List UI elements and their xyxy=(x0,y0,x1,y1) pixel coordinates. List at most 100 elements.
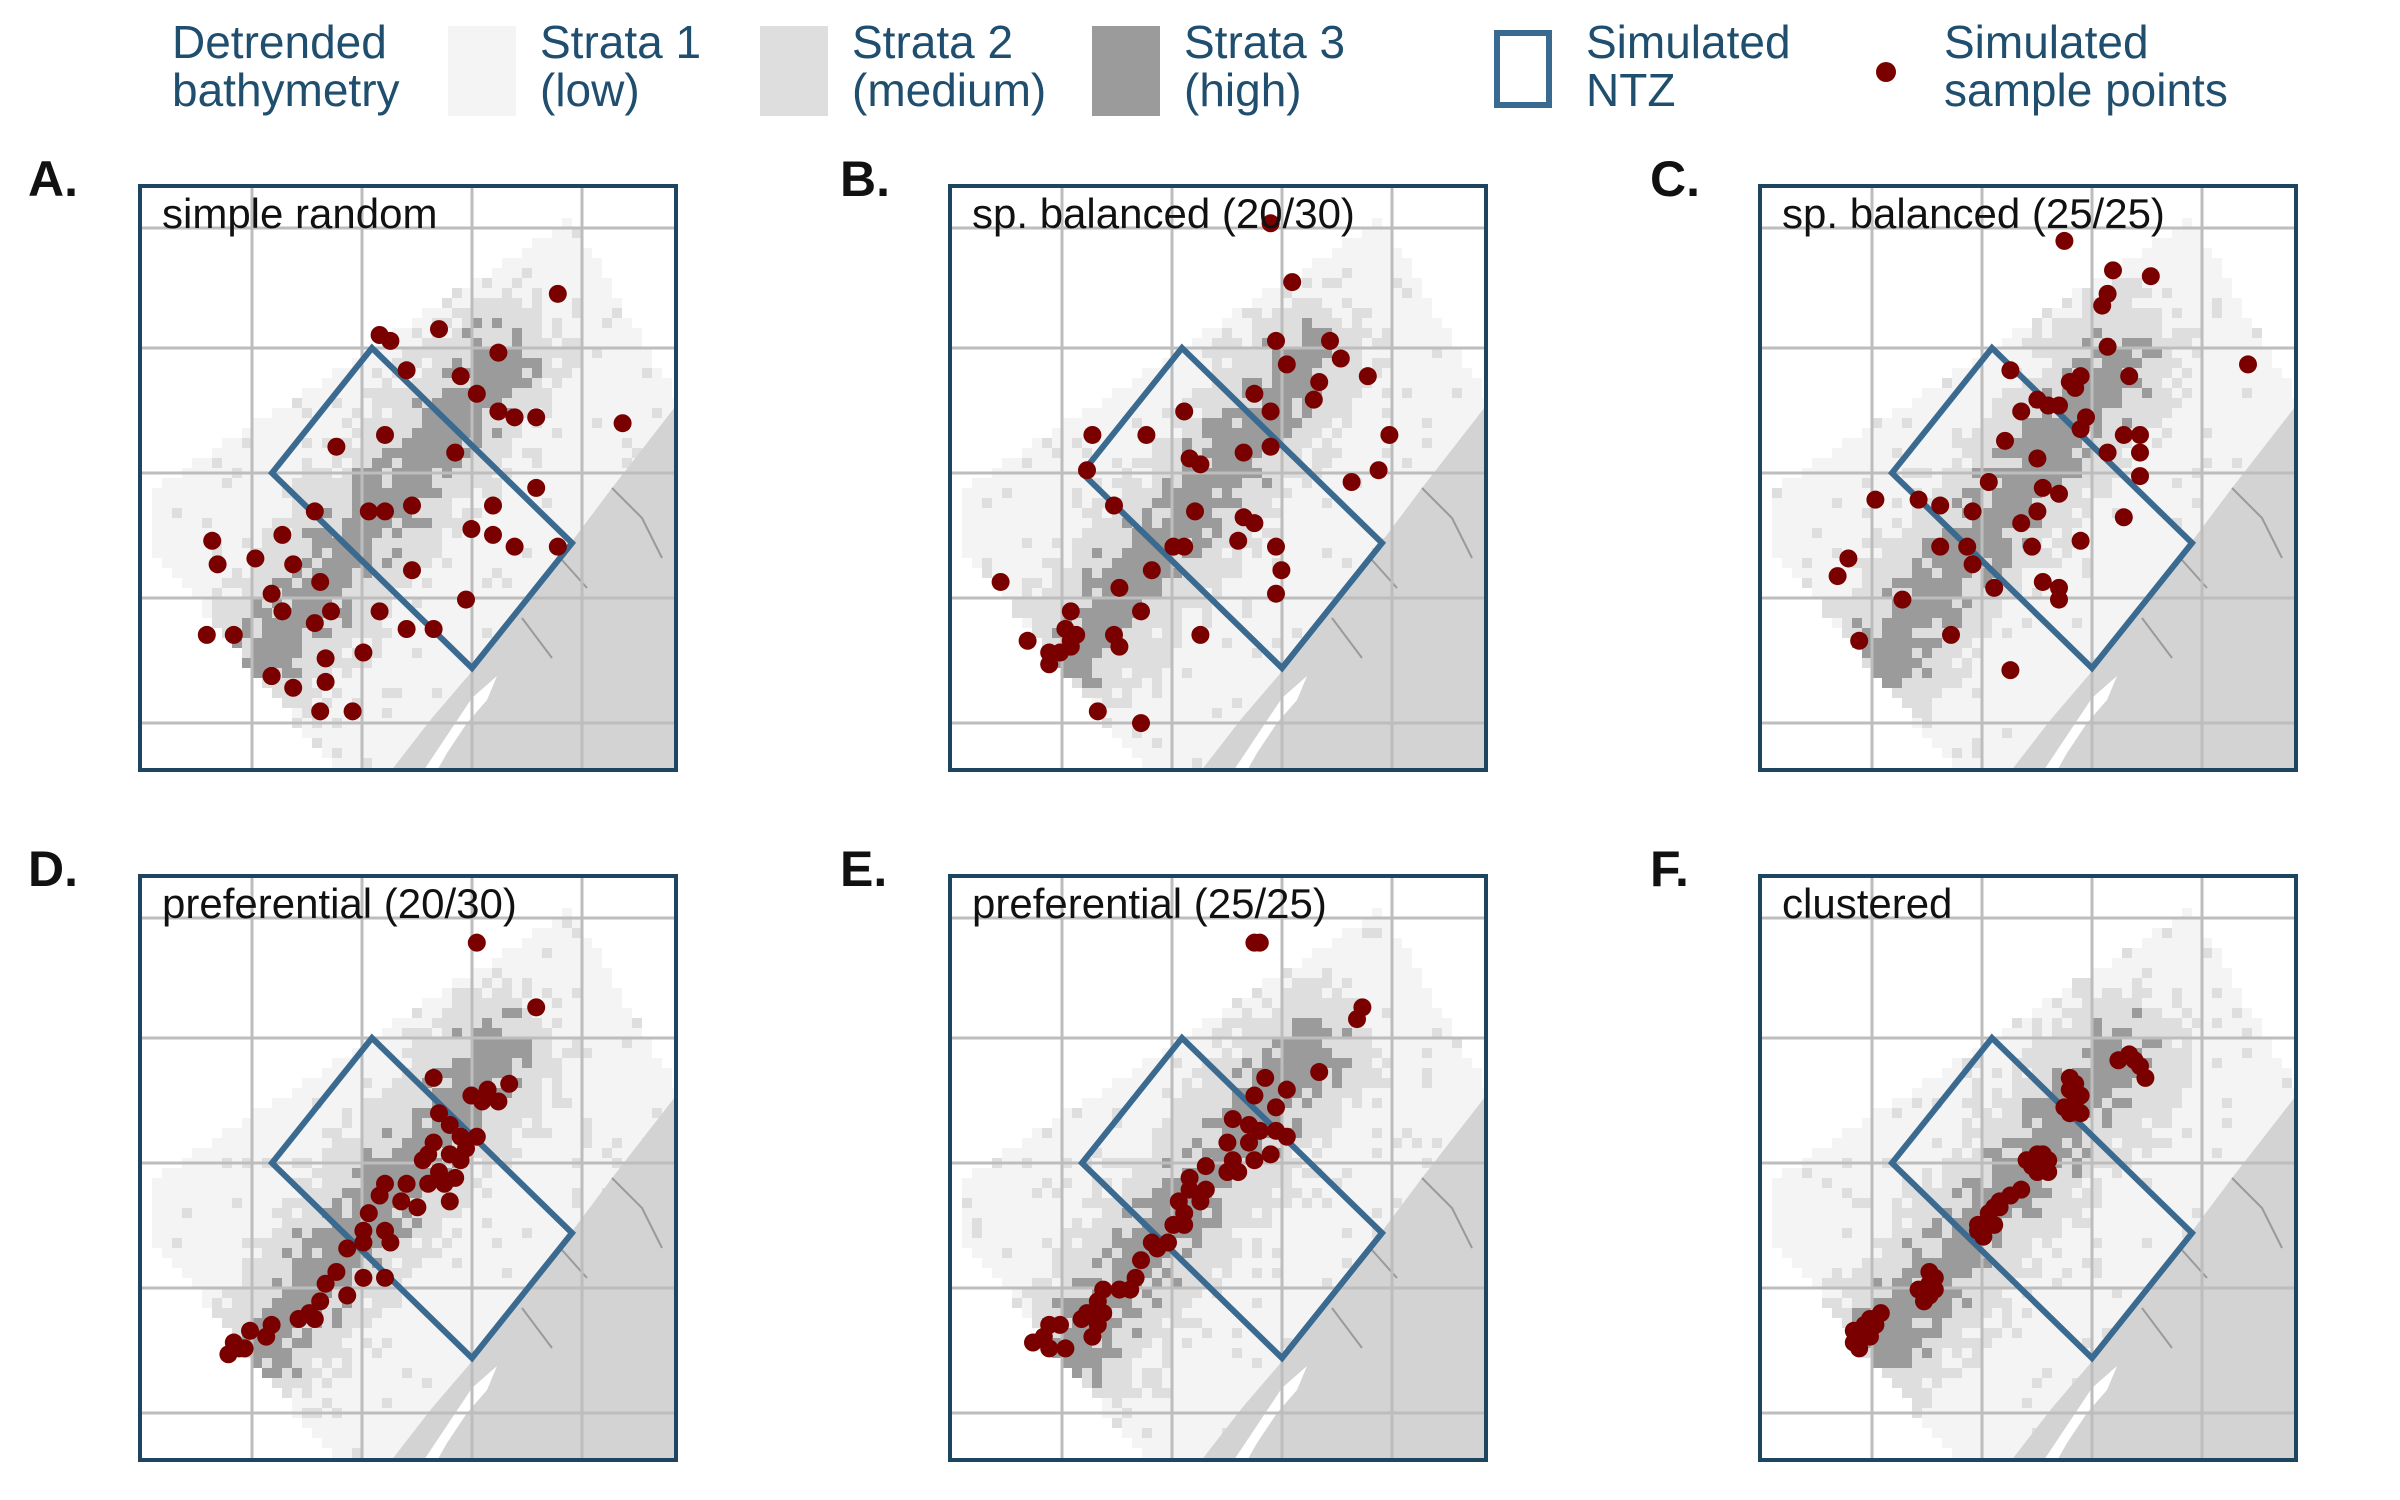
sample-point xyxy=(1996,431,2014,450)
land-mass xyxy=(2013,1098,2294,1458)
sample-point xyxy=(359,502,378,521)
sample-point xyxy=(1985,578,2004,597)
sample-point xyxy=(1985,1215,2004,1234)
sample-point xyxy=(376,1268,394,1287)
sample-point xyxy=(1931,496,1950,515)
sample-point xyxy=(284,555,303,574)
sample-point xyxy=(430,1104,448,1123)
legend-swatch-sample-point xyxy=(1876,62,1896,82)
sample-point xyxy=(484,525,502,544)
sample-points xyxy=(1024,933,1372,1358)
sample-point xyxy=(2120,367,2139,386)
sample-point xyxy=(1191,625,1210,644)
sample-point xyxy=(1963,502,1982,521)
sample-point xyxy=(440,1192,459,1211)
sample-point xyxy=(424,620,443,638)
ntz-boundary xyxy=(1887,1033,2197,1363)
map-canvas xyxy=(142,188,674,768)
sample-point xyxy=(2001,361,2020,380)
sample-point xyxy=(1261,402,1280,421)
ntz-boundary xyxy=(267,1033,577,1363)
sample-point xyxy=(273,602,292,621)
sample-point xyxy=(2023,537,2041,556)
sample-point xyxy=(1267,331,1285,350)
sample-point xyxy=(2131,467,2149,486)
panel-title: simple random xyxy=(162,190,438,237)
sample-point xyxy=(1380,425,1399,444)
graticule xyxy=(1762,188,2294,768)
sample-point xyxy=(1229,531,1248,550)
sample-point xyxy=(1828,567,1847,586)
sample-point xyxy=(381,1233,400,1252)
sample-point xyxy=(1110,578,1129,597)
sample-point xyxy=(2114,425,2133,444)
sample-point xyxy=(403,496,421,515)
sample-point xyxy=(1229,1163,1248,1181)
sample-point xyxy=(273,525,292,544)
sample-point xyxy=(381,331,400,350)
sample-point xyxy=(1245,384,1264,403)
panel-letter: A. xyxy=(28,151,78,207)
panel-title: sp. balanced (20/30) xyxy=(972,190,1355,237)
ntz-boundary xyxy=(267,343,577,673)
sample-points xyxy=(1828,231,2257,680)
sample-point xyxy=(1261,1145,1280,1164)
sample-point xyxy=(1018,631,1037,650)
sample-point xyxy=(2033,478,2052,497)
sample-point xyxy=(1261,437,1280,456)
sample-point xyxy=(1331,349,1350,368)
sample-point xyxy=(2055,231,2074,250)
sample-point xyxy=(1909,490,1928,509)
sample-point xyxy=(2055,1098,2074,1117)
sample-point xyxy=(1132,1251,1150,1270)
sample-point xyxy=(2012,402,2031,421)
graticule xyxy=(952,188,1484,768)
sample-point xyxy=(548,537,567,556)
sample-point xyxy=(1990,1198,2009,1217)
sample-point xyxy=(2239,355,2257,374)
sample-point xyxy=(2012,514,2031,533)
sample-point xyxy=(2136,1068,2155,1087)
ntz-boundary xyxy=(1077,1033,1387,1363)
sample-point xyxy=(2093,296,2112,315)
sample-point xyxy=(2071,1104,2090,1123)
legend-label-strata-1: Strata 1 (low) xyxy=(540,16,702,116)
sample-point xyxy=(1310,373,1329,392)
legend-label-strata-3: Strata 3 (high) xyxy=(1184,16,1346,116)
sample-point xyxy=(2050,396,2068,415)
sample-point xyxy=(1137,425,1156,444)
sample-point xyxy=(1245,1151,1264,1170)
sample-point xyxy=(2109,1051,2128,1070)
sample-point xyxy=(1110,637,1129,656)
sample-point xyxy=(1191,455,1210,474)
sample-point xyxy=(1304,390,1323,409)
sample-point xyxy=(305,502,324,521)
legend-swatch-strata-2 xyxy=(760,26,828,116)
sample-point xyxy=(457,590,475,609)
sample-point xyxy=(419,1174,438,1193)
sample-point xyxy=(1866,490,1885,509)
sample-point xyxy=(462,520,481,539)
sample-point xyxy=(322,602,340,621)
sample-point xyxy=(527,478,546,497)
sample-point xyxy=(1969,1221,1987,1240)
sample-point xyxy=(2071,531,2090,550)
sample-point xyxy=(1942,625,1960,644)
sample-point xyxy=(305,1310,324,1328)
sample-point xyxy=(473,1092,492,1111)
sample-point xyxy=(2050,590,2068,609)
panel-letter: F. xyxy=(1650,841,1689,897)
sample-point xyxy=(1893,590,1912,609)
sample-point xyxy=(2028,449,2047,468)
sample-point xyxy=(289,1310,308,1328)
sample-point xyxy=(1083,1327,1102,1346)
sample-point xyxy=(370,1186,389,1205)
sample-points xyxy=(991,214,1399,733)
sample-point xyxy=(1850,631,1869,650)
panel-letter: E. xyxy=(840,841,888,897)
sample-point xyxy=(257,1327,276,1346)
panel-letter: D. xyxy=(28,841,78,897)
sample-point xyxy=(489,402,508,421)
sample-point xyxy=(1915,1292,1933,1311)
sample-point xyxy=(376,425,394,444)
